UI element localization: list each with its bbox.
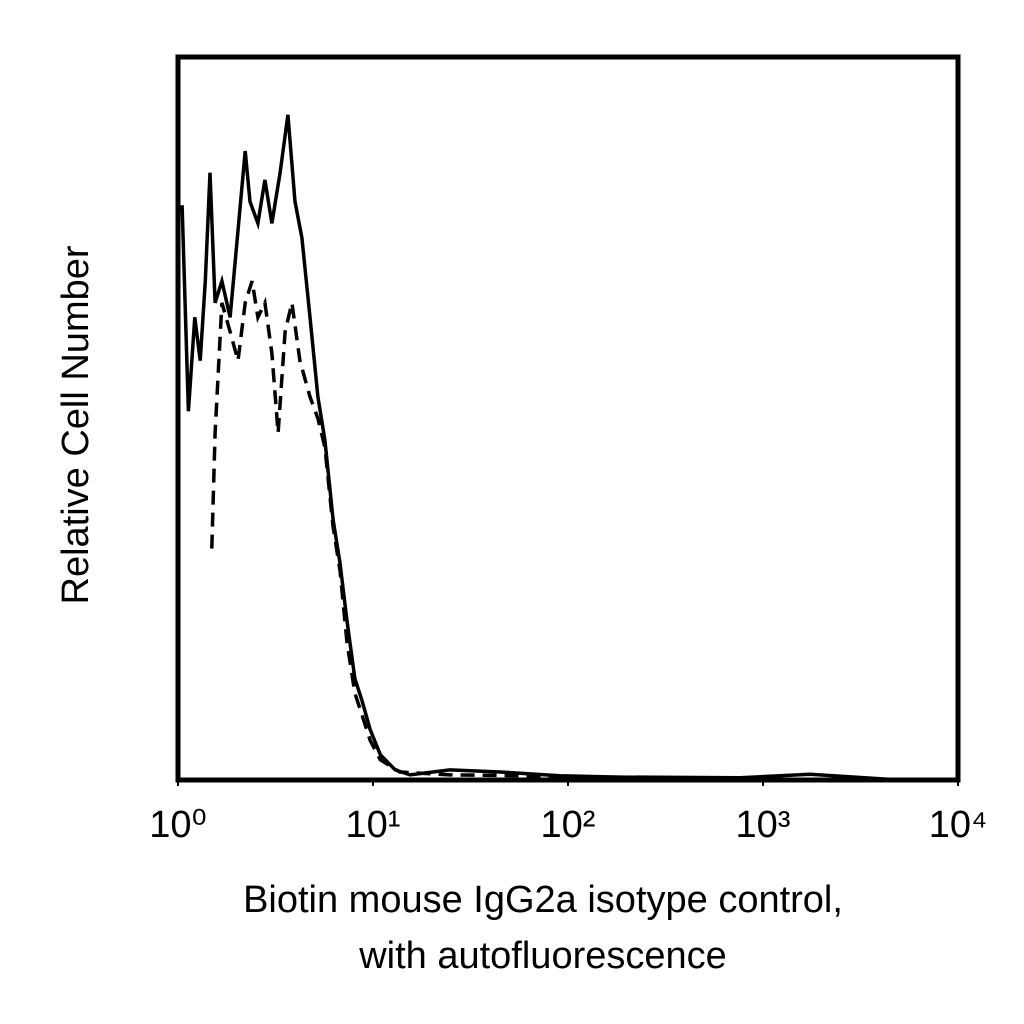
series-line [180,114,958,782]
x-tick-label: 10⁰ [149,804,207,846]
x-tick-label: 10³ [736,804,791,846]
plot-frame [175,54,961,783]
x-tick-label: 10¹ [346,804,401,846]
series-line [210,280,901,782]
x-tick-label: 10⁴ [929,804,988,846]
x-axis-label: with autofluorescence [358,935,727,977]
x-tick-label: 10² [541,804,596,846]
y-axis-label: Relative Cell Number [55,245,97,604]
x-axis-label: Biotin mouse IgG2a isotype control, [243,879,843,921]
